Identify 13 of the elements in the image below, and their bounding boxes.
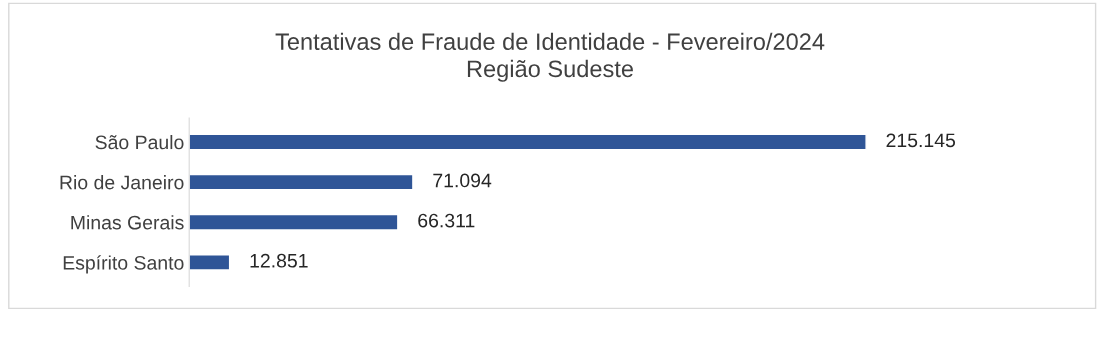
bar <box>189 133 867 151</box>
chart-title: Tentativas de Fraude de Identidade - Fevereiro/2024 Região Sudeste <box>275 32 825 82</box>
bar <box>189 254 231 271</box>
data-label: 12.851 <box>250 253 308 268</box>
data-label: 66.311 <box>418 213 475 228</box>
y-tick-label: Espírito Santo <box>63 255 184 274</box>
bar <box>189 173 414 191</box>
y-tick-label: Rio de Janeiro <box>60 175 184 190</box>
data-label: 71.094 <box>433 173 492 188</box>
y-tick-label: Minas Gerais <box>71 215 184 230</box>
y-tick-label: São Paulo <box>95 134 184 150</box>
data-label: 215.145 <box>886 133 956 148</box>
bar <box>189 213 399 231</box>
